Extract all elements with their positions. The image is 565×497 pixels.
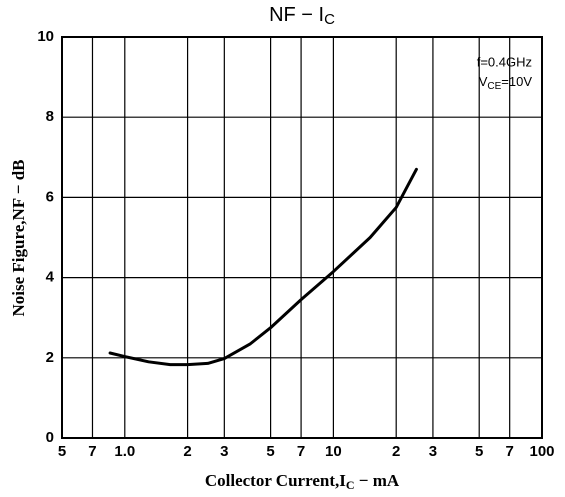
x-label-rest: − mA: [355, 471, 400, 490]
x-axis-label: Collector Current,IC − mA: [205, 471, 400, 492]
annotation-sub: CE: [487, 81, 501, 92]
x-tick-label: 100: [529, 443, 554, 460]
y-axis-label: Noise Figure,NF − dB: [9, 159, 28, 316]
annotation: f=0.4GHz: [477, 54, 532, 69]
y-tick-label: 6: [46, 188, 54, 205]
y-tick-label: 10: [37, 28, 54, 45]
x-tick-label: 10: [325, 443, 342, 460]
plot-frame: [61, 36, 543, 439]
annotation: VCE=10V: [479, 74, 533, 91]
x-tick-label: 7: [506, 443, 514, 460]
x-tick-label: 5: [266, 443, 274, 460]
y-tick-label: 0: [46, 429, 54, 446]
title-sub: C: [324, 11, 335, 28]
y-tick-label: 4: [46, 269, 55, 286]
x-tick-label: 2: [392, 443, 400, 460]
annotation-rest: =10V: [501, 74, 532, 89]
y-tick-label: 2: [46, 349, 54, 366]
x-tick-label: 5: [58, 443, 66, 460]
x-tick-label: 7: [297, 443, 305, 460]
x-tick-label: 5: [475, 443, 483, 460]
x-label-sub: C: [346, 478, 355, 492]
x-tick-label: 7: [88, 443, 96, 460]
x-tick-label: 3: [429, 443, 437, 460]
x-label-main: Collector Current,I: [205, 471, 346, 490]
y-tick-label: 8: [46, 108, 54, 125]
annotation-main: V: [479, 74, 488, 89]
x-tick-label: 2: [183, 443, 191, 460]
chart-title: NF − IC: [269, 4, 335, 28]
title-main: NF − I: [269, 4, 324, 26]
x-tick-label: 3: [220, 443, 228, 460]
data-line: [108, 167, 418, 367]
x-tick-label: 1.0: [114, 443, 135, 460]
